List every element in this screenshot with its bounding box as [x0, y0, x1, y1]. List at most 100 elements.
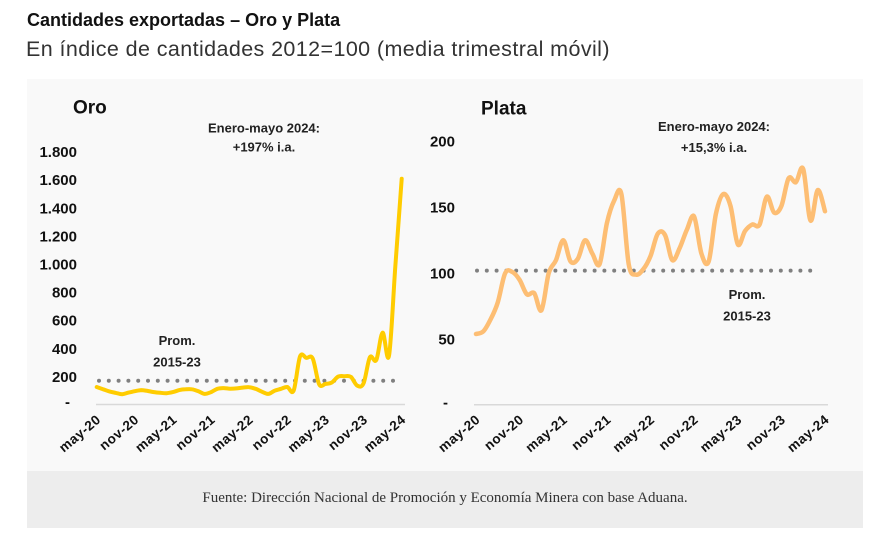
data-point-oro	[278, 386, 284, 392]
y-tick-label: 1.200	[39, 228, 77, 245]
y-tick-label: -	[443, 394, 448, 411]
data-point-plata	[655, 231, 661, 237]
page-subtitle: En índice de cantidades 2012=100 (media …	[26, 37, 610, 61]
data-point-plata	[691, 214, 697, 220]
data-point-plata	[473, 331, 479, 337]
annotation-text: Enero-mayo 2024:	[208, 121, 320, 136]
chart-title-oro: Oro	[73, 98, 107, 119]
data-point-plata	[749, 222, 755, 228]
data-point-plata	[662, 232, 668, 238]
data-point-oro	[253, 386, 259, 392]
chart-panel	[27, 79, 863, 471]
data-point-oro	[164, 390, 170, 396]
x-tick-label: nov-20	[481, 412, 526, 453]
x-tick-label: nov-21	[569, 412, 614, 453]
data-point-plata	[633, 272, 639, 278]
y-tick-label: 1.800	[39, 144, 77, 161]
reference-line-label: 2015-23	[723, 309, 771, 324]
data-point-oro	[119, 391, 125, 397]
data-point-oro	[170, 389, 176, 395]
data-point-plata	[538, 307, 544, 313]
data-point-plata	[669, 257, 675, 263]
data-point-plata	[480, 328, 486, 334]
y-tick-label: 400	[52, 341, 77, 358]
data-point-plata	[546, 270, 552, 276]
data-point-oro	[265, 391, 271, 397]
data-point-oro	[189, 386, 195, 392]
data-point-oro	[157, 390, 163, 396]
data-point-oro	[322, 381, 328, 387]
x-tick-label: may-21	[132, 412, 180, 455]
data-point-plata	[786, 175, 792, 181]
data-point-plata	[495, 299, 501, 305]
y-tick-label: 1.600	[39, 172, 77, 189]
data-point-plata	[684, 227, 690, 233]
data-point-oro	[399, 176, 405, 182]
data-point-plata	[713, 211, 719, 217]
y-tick-label: 50	[438, 331, 455, 348]
data-point-plata	[808, 218, 814, 224]
data-point-plata	[582, 237, 588, 243]
data-point-oro	[214, 386, 220, 392]
data-point-plata	[800, 166, 806, 172]
data-point-oro	[354, 383, 360, 389]
data-point-oro	[183, 386, 189, 392]
data-point-oro	[195, 388, 201, 394]
data-point-oro	[297, 354, 303, 360]
chart-title-plata: Plata	[481, 99, 527, 120]
source-text: Fuente: Dirección Nacional de Promoción …	[202, 489, 688, 506]
data-point-oro	[138, 387, 144, 393]
series-line-plata	[473, 165, 828, 337]
data-point-plata	[815, 187, 821, 193]
y-tick-label: 200	[52, 369, 77, 386]
y-tick-label: 150	[430, 199, 455, 216]
data-point-oro	[342, 373, 348, 379]
data-point-plata	[698, 251, 704, 257]
data-point-plata	[640, 266, 646, 272]
data-point-oro	[240, 385, 246, 391]
data-point-oro	[386, 353, 392, 359]
data-point-plata	[488, 317, 494, 323]
y-tick-label: 1.400	[39, 200, 77, 217]
data-point-plata	[706, 258, 712, 264]
x-tick-label: nov-23	[743, 412, 788, 453]
data-point-plata	[524, 291, 530, 297]
data-point-plata	[509, 269, 515, 275]
x-tick-label: may-20	[56, 412, 104, 455]
data-point-plata	[568, 258, 574, 264]
annotation-text: +197% i.a.	[233, 140, 296, 155]
chart-oro: Oro - 200 400 600 800 1.000 1.200 1.400 1.600 1.80…	[39, 98, 408, 456]
data-point-plata	[822, 208, 828, 214]
y-tick-label: 1.000	[39, 257, 77, 274]
data-point-plata	[626, 261, 632, 267]
y-tick-label: 200	[430, 133, 455, 150]
data-point-oro	[176, 387, 182, 393]
data-point-oro	[106, 388, 112, 394]
y-tick-label: -	[65, 394, 70, 411]
data-point-oro	[329, 380, 335, 386]
data-point-oro	[380, 330, 386, 336]
data-point-oro	[113, 390, 119, 396]
data-point-oro	[316, 381, 322, 387]
data-point-plata	[589, 251, 595, 257]
data-point-oro	[151, 389, 157, 395]
data-point-plata	[531, 290, 537, 296]
data-point-plata	[560, 237, 566, 243]
data-point-oro	[246, 384, 252, 390]
series-line-oro	[94, 176, 404, 397]
x-tick-label: may-23	[285, 412, 333, 455]
data-point-plata	[517, 277, 523, 283]
reference-line-label: Prom.	[159, 333, 196, 348]
data-point-oro	[361, 380, 367, 386]
x-tick-label: may-22	[610, 412, 658, 455]
data-point-plata	[764, 194, 770, 200]
source-footer: Fuente: Dirección Nacional de Promoción …	[27, 471, 863, 528]
data-point-oro	[310, 356, 316, 362]
chart-plata: Plata-50100150200may-20nov-20may-21nov-2…	[430, 99, 832, 456]
y-tick-label: 800	[52, 285, 77, 302]
data-point-oro	[94, 384, 100, 390]
data-point-oro	[335, 374, 341, 380]
y-tick-label: 600	[52, 313, 77, 330]
data-point-plata	[771, 210, 777, 216]
